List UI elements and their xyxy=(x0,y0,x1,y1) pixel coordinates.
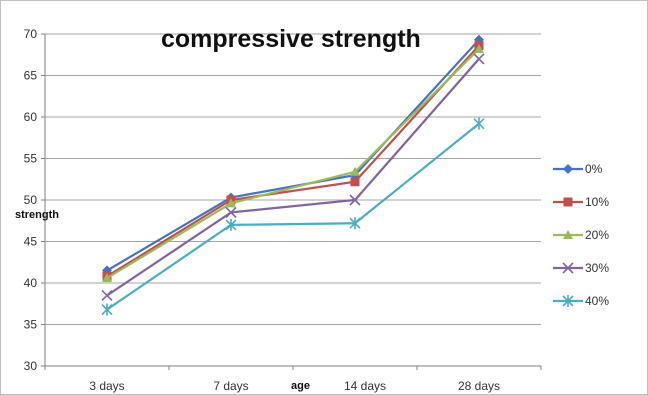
x-tick-label: 28 days xyxy=(458,379,500,393)
y-axis-label: strength xyxy=(15,209,59,221)
data-point xyxy=(225,206,237,219)
legend-label: 40% xyxy=(585,294,609,308)
y-tick-label: 30 xyxy=(24,359,38,373)
data-point xyxy=(473,117,485,130)
data-point xyxy=(226,198,236,208)
data-point xyxy=(101,303,113,316)
data-point xyxy=(350,166,360,176)
series-0-pct xyxy=(102,34,484,276)
legend-entry: 0% xyxy=(553,162,603,176)
x-tick-labels: 3 days 7 days 14 days 28 days xyxy=(89,379,500,393)
legend: 0% 10% 20% 30% 40% xyxy=(553,162,609,308)
data-point xyxy=(474,43,484,53)
series-40-pct xyxy=(101,117,485,316)
y-tick-label: 65 xyxy=(24,69,38,83)
y-tick-label: 60 xyxy=(24,110,38,124)
series-30-pct xyxy=(101,53,485,302)
y-tick-label: 50 xyxy=(24,193,38,207)
series-line xyxy=(106,48,480,279)
x-tick-label: 7 days xyxy=(213,379,248,393)
legend-label: 10% xyxy=(585,195,609,209)
data-point xyxy=(349,217,361,230)
y-tick-labels: 30 35 40 45 50 55 60 65 70 xyxy=(24,27,38,373)
y-tick-label: 55 xyxy=(24,152,38,166)
series-line xyxy=(106,58,480,297)
data-point xyxy=(563,164,573,174)
gridlines xyxy=(45,33,541,325)
y-tick-label: 40 xyxy=(24,276,38,290)
data-point xyxy=(225,218,237,231)
data-point xyxy=(563,197,573,207)
data-point xyxy=(349,194,361,206)
y-tick-label: 45 xyxy=(24,235,38,249)
series-20-pct xyxy=(102,43,484,283)
data-point xyxy=(350,177,360,187)
series-line xyxy=(106,39,480,272)
legend-entry: 30% xyxy=(553,261,609,275)
legend-entry: 20% xyxy=(553,228,609,242)
chart-title: compressive strength xyxy=(161,25,421,53)
axes xyxy=(41,33,542,370)
legend-label: 30% xyxy=(585,261,609,275)
y-tick-label: 35 xyxy=(24,318,38,332)
legend-entry: 10% xyxy=(553,195,609,209)
data-point xyxy=(473,53,485,65)
x-tick-label: 14 days xyxy=(344,379,386,393)
legend-label: 0% xyxy=(585,162,603,176)
series-lines xyxy=(101,34,485,316)
legend-entry: 40% xyxy=(553,294,609,308)
data-point xyxy=(562,295,574,307)
x-axis-label: age xyxy=(291,380,310,392)
data-point xyxy=(562,262,574,274)
y-tick-label: 70 xyxy=(24,27,38,41)
data-point xyxy=(102,273,112,283)
series-line xyxy=(106,44,480,278)
series-line xyxy=(106,122,480,311)
legend-label: 20% xyxy=(585,228,609,242)
data-point xyxy=(563,230,573,239)
data-point xyxy=(101,289,113,302)
series-10-pct xyxy=(102,41,484,281)
x-tick-label: 3 days xyxy=(89,379,124,393)
